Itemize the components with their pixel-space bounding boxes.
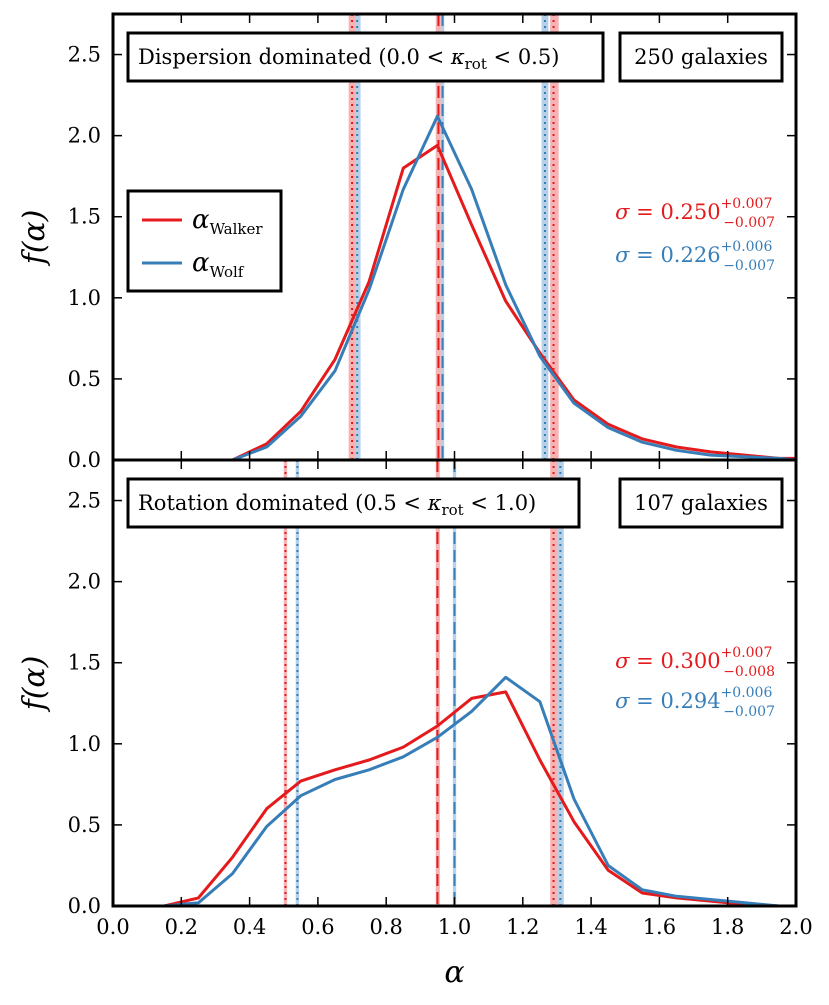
y-tick-label: 1.5 <box>68 205 101 229</box>
y-tick-label: 0.0 <box>68 448 101 472</box>
y-tick-label: 0.5 <box>68 813 101 837</box>
y-axis-title: f(α) <box>17 656 52 713</box>
sigma-lower-error: −0.007 <box>723 215 775 231</box>
sigma-label-walker: σ = 0.250+0.007 −0.007 <box>615 196 775 231</box>
y-tick-label: 1.0 <box>68 732 101 756</box>
x-tick-label: 1.2 <box>506 915 539 939</box>
sigma-lower-error: −0.007 <box>723 258 775 274</box>
sigma-label-wolf: σ = 0.294+0.006 −0.007 <box>615 685 775 720</box>
x-tick-label: 0.8 <box>369 915 402 939</box>
series-line-walker <box>231 143 796 462</box>
x-tick-label: 1.4 <box>574 915 607 939</box>
galaxy-count-label: 107 galaxies <box>634 491 768 515</box>
x-tick-label: 1.6 <box>643 915 676 939</box>
series-line-wolf <box>231 114 797 462</box>
panel-title-text: Rotation dominated (0.5 < κrot < 1.0) <box>138 491 536 519</box>
y-tick-label: 2.0 <box>68 570 101 594</box>
sigma-lower-error: −0.008 <box>723 664 775 680</box>
panel-title-box: Dispersion dominated (0.0 < κrot < 0.5) <box>126 31 605 83</box>
x-tick-label: 2.0 <box>779 915 812 939</box>
sigma-label-walker: σ = 0.300+0.007 −0.008 <box>615 645 775 680</box>
x-tick-label: 0.4 <box>233 915 266 939</box>
y-axis-title: f(α) <box>17 210 52 267</box>
panel-title-box: Rotation dominated (0.5 < κrot < 1.0) <box>126 477 581 529</box>
sigma-upper-error: +0.007 <box>721 196 773 212</box>
legend: αWalker αWolf <box>126 189 283 293</box>
sigma-upper-error: +0.007 <box>721 645 773 661</box>
sigma-label-wolf: σ = 0.226+0.006 −0.007 <box>615 239 775 274</box>
galaxy-count-box: 250 galaxies <box>618 31 784 83</box>
y-tick-label: 1.0 <box>68 286 101 310</box>
y-tick-label: 2.5 <box>68 43 101 67</box>
x-tick-label: 0.6 <box>301 915 334 939</box>
series-line-wolf <box>164 675 796 908</box>
galaxy-count-label: 250 galaxies <box>634 45 768 69</box>
x-tick-label: 1.8 <box>711 915 744 939</box>
panel-bottom: 0.0 0.2 0.4 0.6 0.8 1.0 1.2 1.4 1.6 1.8 2.0 0.0 0.5 1… <box>17 458 813 939</box>
y-tick-label: 1.5 <box>68 651 101 675</box>
legend-label-walker: αWalker <box>192 205 263 238</box>
sigma-lower-error: −0.007 <box>723 704 775 720</box>
sigma-upper-error: +0.006 <box>721 685 773 701</box>
x-tick-label: 1.0 <box>438 915 471 939</box>
x-axis-title: α <box>444 955 464 990</box>
x-tick-label: 0.0 <box>96 915 129 939</box>
y-tick-label: 2.0 <box>68 124 101 148</box>
legend-label-wolf: αWolf <box>192 248 245 281</box>
y-tick-label: 0.5 <box>68 367 101 391</box>
y-tick-label: 2.5 <box>68 489 101 513</box>
galaxy-count-box: 107 galaxies <box>618 477 784 529</box>
series-line-walker <box>163 690 796 908</box>
sigma-upper-error: +0.006 <box>721 239 773 255</box>
panel-title-text: Dispersion dominated (0.0 < κrot < 0.5) <box>138 45 559 73</box>
x-tick-label: 0.2 <box>165 915 198 939</box>
panel-top: 0.0 0.5 1.0 1.5 2.0 2.5 f(α) Dispersion dominat… <box>17 12 798 472</box>
y-tick-label: 0.0 <box>68 894 101 918</box>
